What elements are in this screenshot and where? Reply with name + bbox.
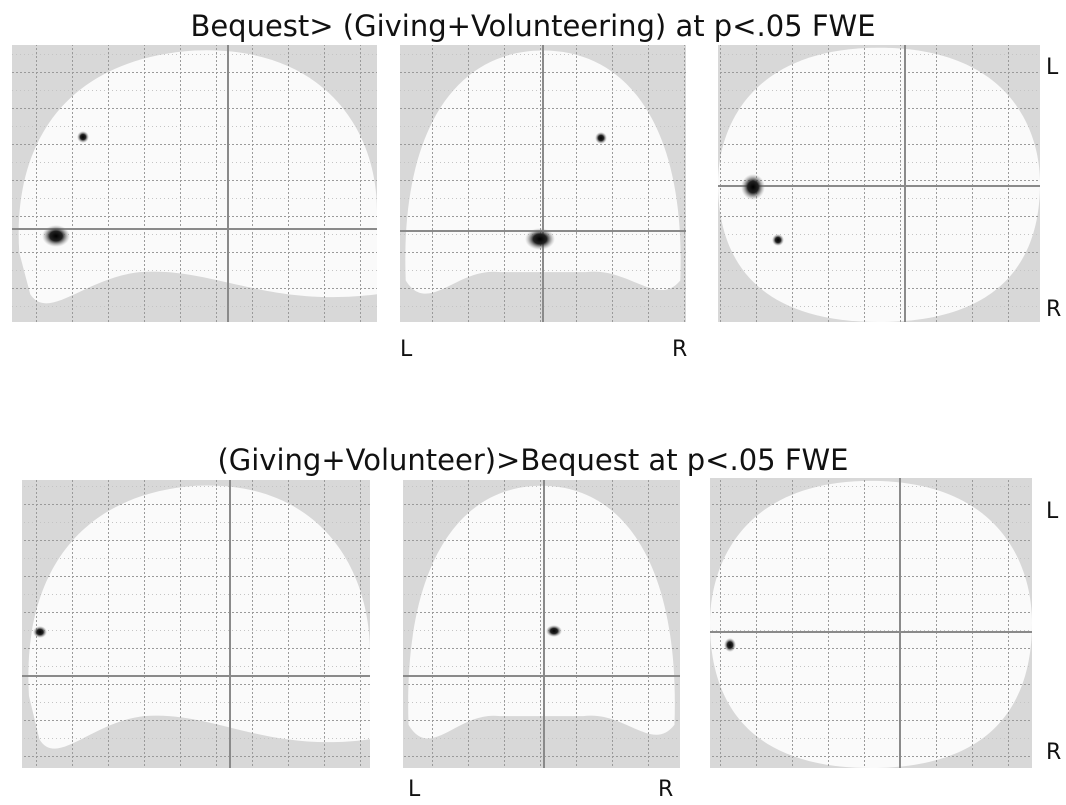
glass-brain-view — [400, 45, 686, 322]
orientation-label: L — [408, 777, 421, 801]
orientation-label: L — [1046, 499, 1059, 524]
glass-brain-view — [710, 478, 1032, 768]
orientation-label: R — [1046, 297, 1061, 322]
view-grid — [718, 45, 1040, 322]
view-grid — [22, 480, 370, 768]
activation-blob — [724, 638, 736, 652]
glass-brain-view — [403, 480, 680, 768]
view-grid — [403, 480, 680, 768]
activation-blob — [42, 225, 70, 247]
glass-brain-view — [12, 45, 377, 322]
orientation-label: R — [658, 777, 673, 801]
activation-blob — [546, 625, 562, 637]
glass-brain-view — [718, 45, 1040, 322]
view-grid — [710, 478, 1032, 768]
activation-blob — [772, 234, 784, 246]
activation-blob — [77, 131, 89, 143]
orientation-label: L — [1046, 55, 1059, 80]
panel-title: (Giving+Volunteer)>Bequest at p<.05 FWE — [217, 443, 848, 477]
orientation-label: L — [400, 337, 413, 362]
figure: Bequest> (Giving+Volunteering) at p<.05 … — [0, 0, 1066, 801]
activation-blob — [525, 228, 555, 250]
view-grid — [12, 45, 377, 322]
activation-blob — [741, 174, 765, 200]
activation-blob — [33, 626, 47, 638]
orientation-label: R — [672, 337, 687, 362]
glass-brain-view — [22, 480, 370, 768]
activation-blob — [595, 132, 607, 144]
panel-title: Bequest> (Giving+Volunteering) at p<.05 … — [190, 9, 875, 43]
orientation-label: R — [1046, 740, 1061, 765]
